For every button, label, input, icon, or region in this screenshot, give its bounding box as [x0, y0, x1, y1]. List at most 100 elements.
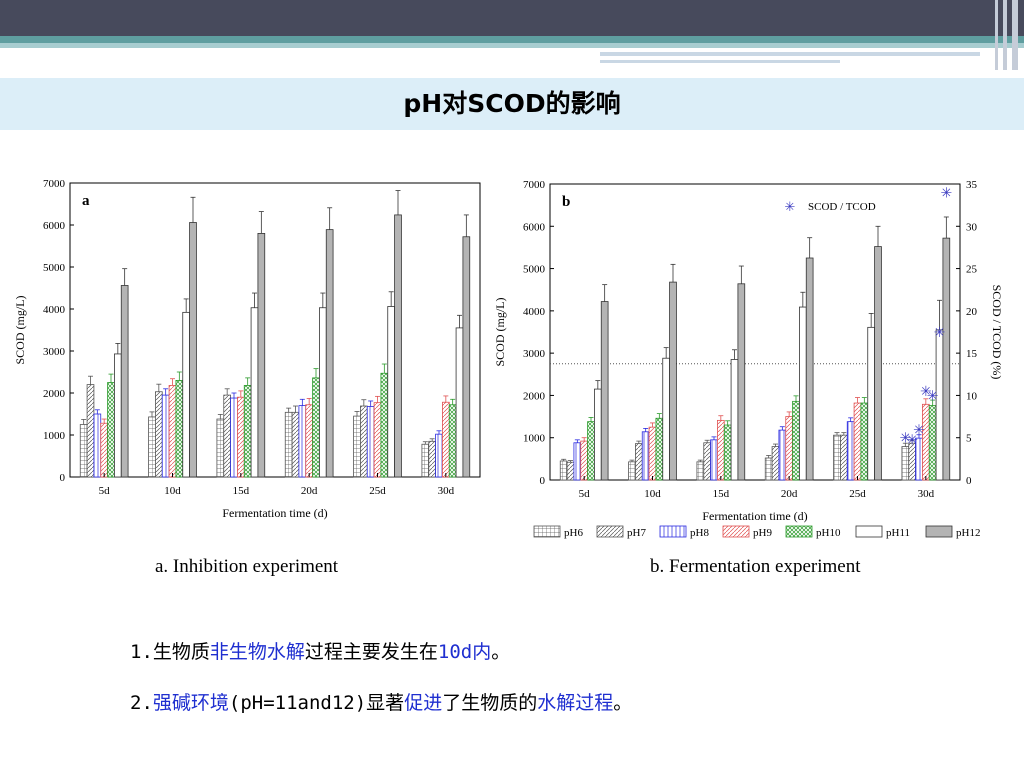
y-tick-label: 2000	[523, 390, 546, 402]
chart-a: 0 1000 2000 3000 4000 5000 6000 7000 SCOD (mg/L)…	[13, 178, 481, 520]
y-axis-label: SCOD (mg/L)	[493, 297, 507, 366]
bar	[394, 214, 402, 478]
bullet-1-seg: 非生物水解	[209, 641, 305, 663]
bar	[161, 394, 170, 478]
bar	[600, 301, 609, 481]
x-tick-label: 20d	[301, 485, 318, 497]
bar	[655, 417, 664, 481]
legend-swatch	[925, 525, 953, 538]
legend-label: pH9	[753, 527, 772, 539]
legend-label: pH10	[816, 527, 841, 539]
bar	[107, 382, 115, 478]
bar	[250, 307, 259, 478]
header-decoration	[0, 0, 1024, 70]
bar	[935, 329, 944, 481]
bar	[366, 406, 375, 478]
bar	[325, 229, 334, 478]
bar	[573, 442, 582, 481]
bar	[421, 443, 430, 478]
bar	[373, 402, 382, 478]
ratio-marker: ✳	[940, 185, 952, 201]
bar	[114, 353, 122, 478]
bar	[792, 400, 800, 481]
bar	[764, 457, 773, 481]
bar	[580, 440, 588, 481]
bar	[696, 461, 705, 481]
bar	[312, 377, 320, 478]
bullet-2-seg: 2.	[130, 692, 153, 714]
ratio-marker: ✳	[913, 422, 925, 438]
bar	[785, 416, 793, 481]
bullet-1-seg: 过程主要发生在	[304, 641, 438, 663]
plot-frame	[549, 183, 961, 481]
y2-tick-label: 10	[966, 390, 978, 402]
legend-label: pH7	[627, 527, 646, 539]
legend-swatch	[855, 525, 883, 538]
caption-a: a. Inhibition experiment	[155, 556, 339, 577]
bar	[455, 327, 464, 478]
y2-tick-label: 0	[966, 475, 972, 487]
bar	[435, 433, 443, 478]
bar	[237, 396, 245, 478]
x-tick-label: 20d	[781, 488, 798, 500]
bar	[380, 372, 389, 478]
bar	[628, 461, 636, 481]
bar	[120, 285, 129, 478]
bar	[175, 379, 184, 478]
bar	[778, 429, 787, 481]
y-tick-label: 1000	[523, 433, 546, 445]
legend-marker-label: SCOD / TCOD	[808, 201, 876, 213]
x-tick-label: 30d	[438, 485, 455, 497]
bar	[874, 246, 882, 481]
bar	[566, 461, 575, 481]
title-band	[0, 78, 1024, 130]
y2-tick-label: 20	[966, 306, 978, 318]
bullet-2-seg: 了生物质的	[442, 692, 538, 714]
y-tick-label: 1000	[43, 430, 66, 442]
y-tick-label: 5000	[43, 262, 66, 274]
page-title: pH对SCOD的影响	[403, 89, 621, 118]
bar	[353, 415, 361, 478]
x-tick-label: 10d	[164, 485, 181, 497]
bar	[860, 402, 869, 481]
legend-label: pH6	[564, 527, 583, 539]
bullet-1: 1.生物质非生物水解过程主要发生在10d内。	[130, 637, 510, 664]
bullet-2-seg: 。	[613, 692, 633, 714]
bullet-2-seg: 水解过程	[537, 692, 614, 714]
y-axis-label: SCOD (mg/L)	[13, 295, 27, 364]
bar	[846, 421, 855, 481]
bar	[737, 283, 746, 481]
y-tick-label: 0	[540, 475, 546, 487]
bar	[442, 401, 450, 478]
bar	[717, 419, 725, 481]
legend-swatch	[533, 525, 561, 538]
bar	[669, 281, 677, 481]
bar	[641, 431, 650, 481]
bar	[182, 311, 190, 478]
bar	[799, 306, 807, 481]
bar	[298, 405, 307, 478]
bar	[703, 442, 711, 481]
bar	[462, 236, 471, 478]
y2-axis-label: SCOD / TCOD (%)	[990, 285, 1004, 380]
y-tick-label: 6000	[523, 221, 546, 233]
bar	[155, 391, 163, 478]
bar	[723, 424, 732, 481]
y2-tick-label: 35	[966, 179, 978, 191]
bar	[93, 413, 102, 478]
y-tick-label: 7000	[43, 178, 66, 190]
y-tick-label: 2000	[43, 388, 66, 400]
bar	[86, 384, 95, 478]
bar	[216, 418, 225, 478]
bullet-2: 2.强碱环境(pH=11and12)显著促进了生物质的水解过程。	[130, 688, 632, 715]
y2-tick-label: 25	[966, 264, 978, 276]
bar	[284, 411, 293, 478]
bar	[257, 233, 266, 478]
ratio-marker: ✳	[920, 384, 932, 400]
chart-b: 0 1000 2000 3000 4000 5000 6000 7000 SCOD (mg/L)…	[493, 179, 1004, 539]
bar	[833, 434, 841, 481]
bar	[587, 421, 595, 481]
bar	[428, 440, 436, 478]
bar	[559, 460, 568, 481]
ratio-marker: ✳	[934, 325, 946, 341]
